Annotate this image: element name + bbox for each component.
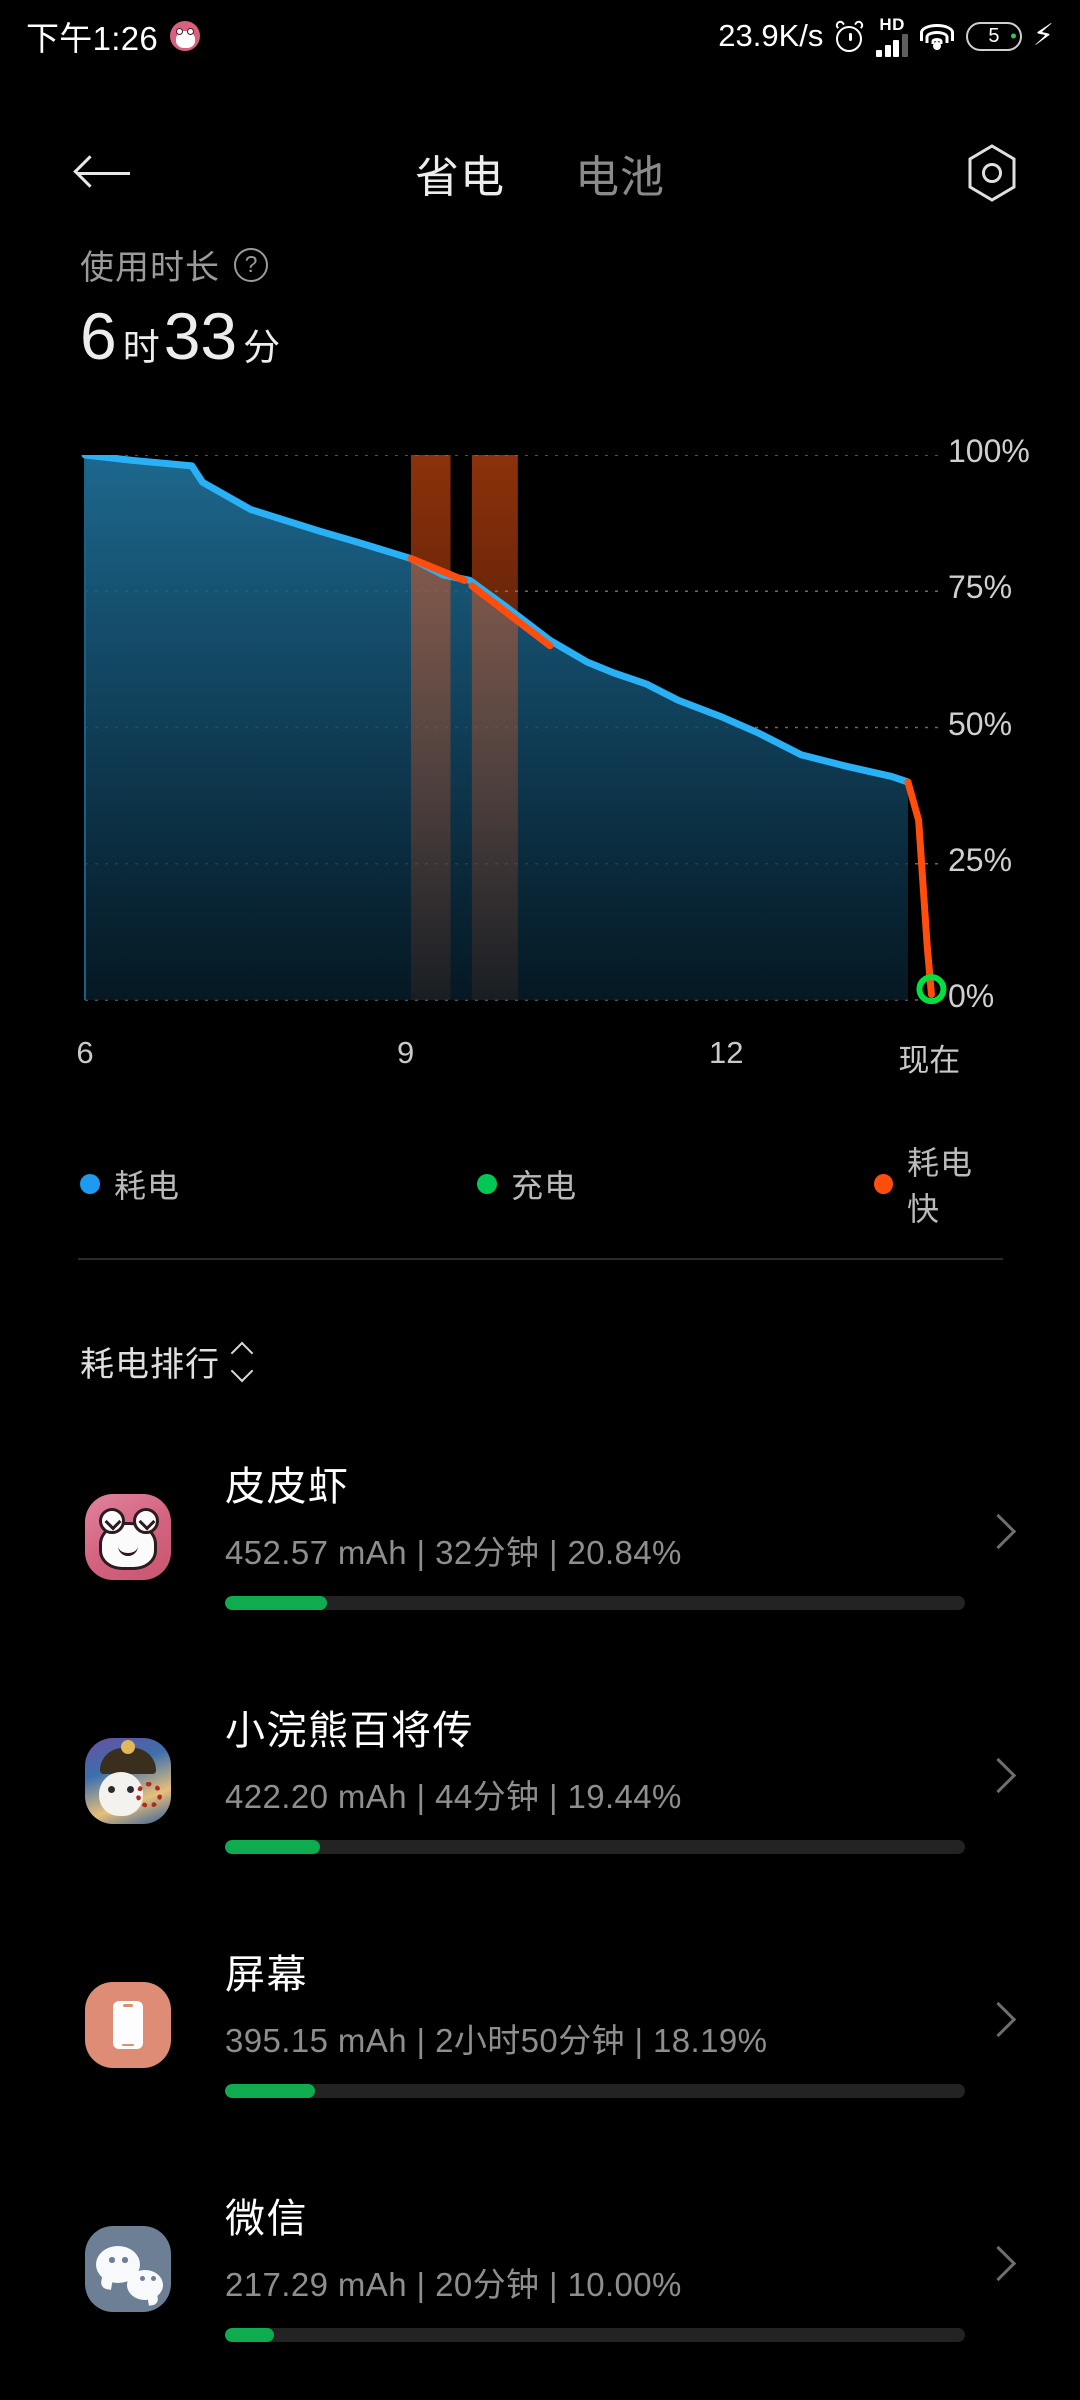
app-name: 小浣熊百将传 xyxy=(225,1708,474,1753)
battery-usage-list: 皮皮虾 452.57 mAh | 32分钟 | 20.84% 小浣熊百将传 422.2… xyxy=(0,1415,1080,2391)
chevron-right-icon[interactable] xyxy=(986,1999,1008,2039)
network-speed-text: 23.9K/s xyxy=(718,18,824,53)
usage-progress-track xyxy=(225,1839,965,1854)
list-item[interactable]: 皮皮虾 452.57 mAh | 32分钟 | 20.84% xyxy=(0,1415,1080,1659)
chart-y-tick: 100% xyxy=(948,433,1030,469)
chart-legend: 耗电 充电 耗电快 xyxy=(0,1138,1080,1230)
chart-x-tick: 6 xyxy=(76,1035,94,1070)
usage-label-row: 使用时长 ? xyxy=(80,240,284,289)
legend-item-fast-discharge: 耗电快 xyxy=(874,1138,1000,1230)
usage-minutes: 33 xyxy=(163,299,238,373)
app-name: 屏幕 xyxy=(225,1952,308,1997)
app-usage-meta: 452.57 mAh | 32分钟 | 20.84% xyxy=(225,1533,682,1571)
usage-duration-value: 6 时 33 分 xyxy=(80,303,284,369)
usage-progress-track xyxy=(225,1595,965,1610)
chart-y-tick: 0% xyxy=(948,978,995,1014)
app-header: 省电 电池 xyxy=(0,118,1080,228)
wechat-app-icon xyxy=(85,2226,171,2312)
section-divider xyxy=(78,1258,1003,1260)
back-arrow-icon[interactable] xyxy=(78,151,134,195)
chart-y-tick: 25% xyxy=(948,841,1013,878)
list-item-body: 皮皮虾 452.57 mAh | 32分钟 | 20.84% xyxy=(225,1465,1000,1610)
legend-dot-icon xyxy=(477,1174,498,1194)
legend-label: 耗电 xyxy=(114,1168,181,1204)
chevron-right-icon[interactable] xyxy=(986,1511,1008,1551)
chevron-right-icon[interactable] xyxy=(986,1755,1008,1795)
pipixia-app-icon xyxy=(85,1494,171,1580)
usage-progress-track xyxy=(225,2083,965,2098)
legend-item-charging: 充电 xyxy=(477,1138,874,1230)
sort-updown-icon[interactable] xyxy=(232,1343,254,1381)
battery-indicator: 5 xyxy=(965,21,1022,51)
list-item[interactable]: 小浣熊百将传 422.20 mAh | 44分钟 | 19.44% xyxy=(0,1659,1080,1903)
alarm-clock-icon xyxy=(834,18,866,52)
usage-hours-unit: 时 xyxy=(122,327,160,368)
list-item-body: 屏幕 395.15 mAh | 2小时50分钟 | 18.19% xyxy=(225,1953,1000,2098)
list-item[interactable]: 屏幕 395.15 mAh | 2小时50分钟 | 18.19% xyxy=(0,1903,1080,2147)
ranking-header[interactable]: 耗电排行 xyxy=(80,1337,254,1386)
legend-label: 充电 xyxy=(511,1168,578,1204)
lightning-bolt-icon: ⚡ xyxy=(1032,19,1054,52)
usage-minutes-unit: 分 xyxy=(243,327,281,368)
battery-history-chart xyxy=(0,455,1080,1055)
usage-progress-fill xyxy=(225,1595,328,1610)
status-bar: 下午1:26 23.9K/s HD 5 ⚡ xyxy=(0,0,1080,72)
usage-progress-track xyxy=(225,2327,965,2342)
wifi-icon xyxy=(919,22,955,50)
usage-progress-fill xyxy=(225,2083,315,2098)
list-item[interactable]: 微信 217.29 mAh | 20分钟 | 10.00% xyxy=(0,2147,1080,2391)
chart-x-tick: 12 xyxy=(709,1035,744,1070)
app-name: 皮皮虾 xyxy=(225,1464,350,1509)
xiaohuanxiong-game-icon xyxy=(85,1738,171,1824)
status-clock: 下午1:26 xyxy=(26,20,159,57)
usage-duration-block: 使用时长 ? 6 时 33 分 xyxy=(80,240,284,369)
list-item-body: 微信 217.29 mAh | 20分钟 | 10.00% xyxy=(225,2197,1000,2342)
shrimp-badge-icon xyxy=(170,21,201,51)
status-bar-right: 23.9K/s HD 5 ⚡ xyxy=(718,16,1054,57)
usage-duration-label: 使用时长 xyxy=(80,249,220,287)
legend-item-discharge: 耗电 xyxy=(80,1138,477,1230)
chart-y-tick: 50% xyxy=(948,705,1013,742)
chevron-right-icon[interactable] xyxy=(986,2243,1008,2283)
usage-progress-fill xyxy=(225,1839,321,1854)
tab-battery[interactable]: 电池 xyxy=(575,153,665,202)
header-tabs: 省电 电池 xyxy=(0,141,1080,205)
list-item-body: 小浣熊百将传 422.20 mAh | 44分钟 | 19.44% xyxy=(225,1709,1000,1854)
usage-progress-fill xyxy=(225,2327,274,2342)
signal-bars-icon: HD xyxy=(876,16,908,57)
app-usage-meta: 217.29 mAh | 20分钟 | 10.00% xyxy=(225,2265,682,2303)
chart-x-tick: 现在 xyxy=(898,1043,961,1078)
legend-dot-icon xyxy=(874,1174,893,1194)
usage-hours: 6 xyxy=(80,299,117,373)
settings-hexagon-icon[interactable] xyxy=(966,144,1018,202)
app-usage-meta: 395.15 mAh | 2小时50分钟 | 18.19% xyxy=(225,2021,768,2059)
screen-icon xyxy=(85,1982,171,2068)
status-bar-left: 下午1:26 xyxy=(26,12,201,60)
chart-y-tick: 75% xyxy=(948,569,1013,606)
hd-label: HD xyxy=(879,14,905,34)
app-usage-meta: 422.20 mAh | 44分钟 | 19.44% xyxy=(225,1777,682,1815)
app-name: 微信 xyxy=(225,2196,308,2241)
question-mark-icon[interactable]: ? xyxy=(234,247,268,282)
legend-label: 耗电快 xyxy=(907,1145,974,1227)
ranking-title: 耗电排行 xyxy=(80,1346,220,1384)
chart-canvas xyxy=(81,455,947,1005)
battery-level-text: 5 xyxy=(988,25,1000,47)
tab-power-saving[interactable]: 省电 xyxy=(415,153,505,202)
chart-x-tick: 9 xyxy=(397,1035,415,1070)
legend-dot-icon xyxy=(80,1174,100,1194)
